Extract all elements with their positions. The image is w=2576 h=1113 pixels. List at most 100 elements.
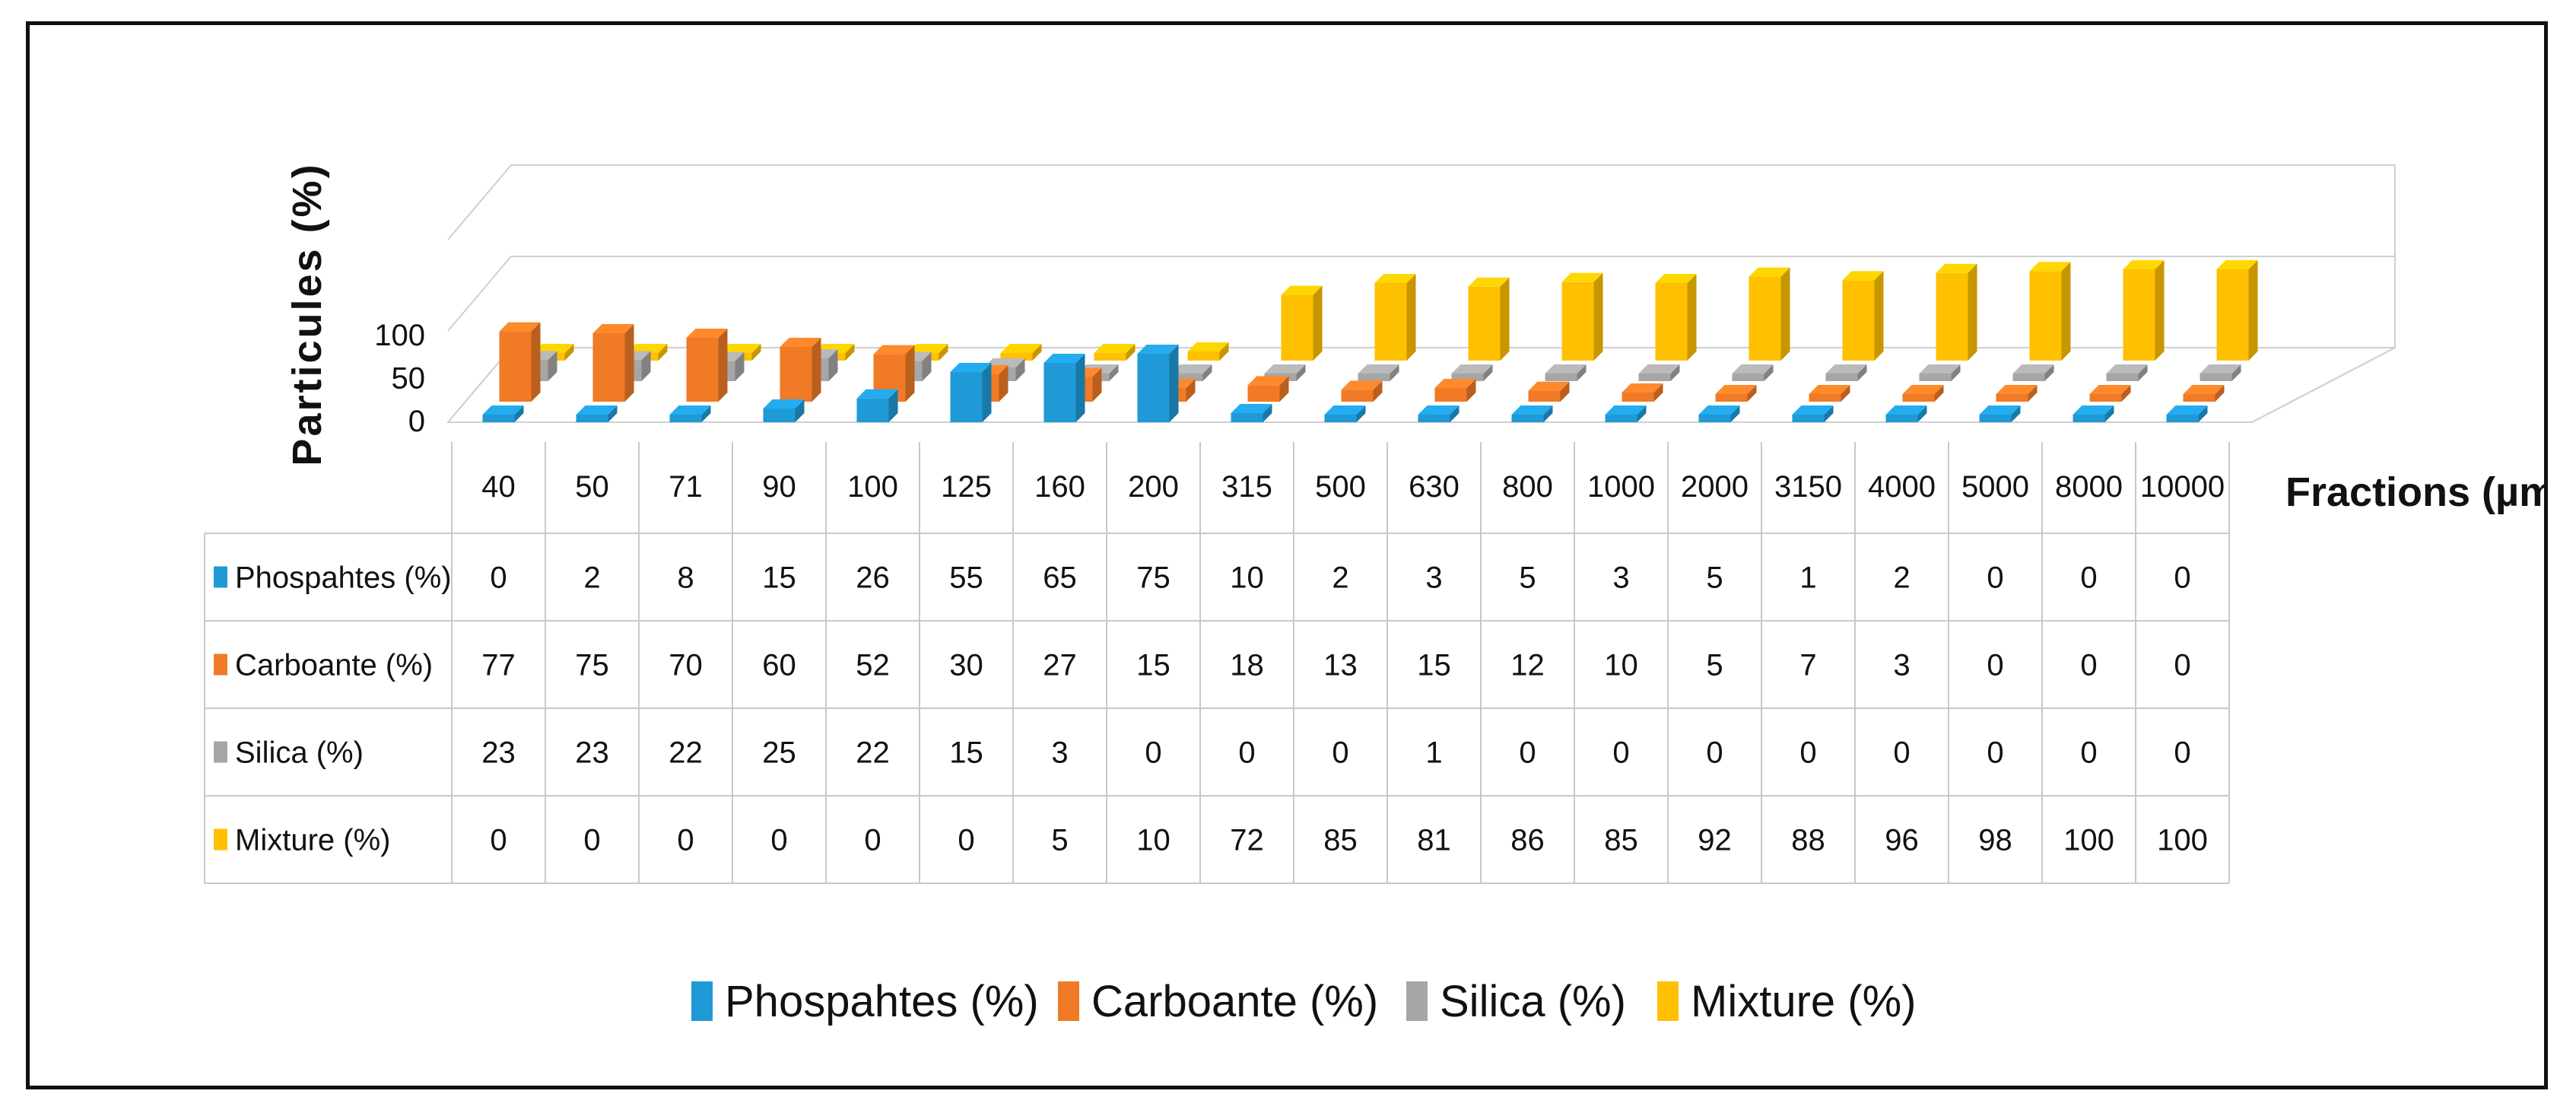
table-cell: 10 — [1136, 824, 1170, 857]
bar-top — [2200, 364, 2241, 374]
bar-side — [1186, 379, 1196, 402]
table-cell: 52 — [856, 649, 890, 682]
bar-side — [982, 363, 992, 422]
bar-top — [1511, 405, 1553, 415]
table-cell: 7 — [1799, 649, 1816, 682]
table-cell: 0 — [490, 824, 507, 857]
table-cell: 0 — [1987, 649, 2003, 682]
x-tick-label: 3150 — [1774, 470, 1842, 504]
bar-mixture — [1749, 267, 1790, 361]
bar-top — [669, 405, 711, 415]
table-cell: 0 — [2080, 561, 2097, 595]
table-cell: 0 — [583, 824, 600, 857]
bar-front — [2123, 269, 2155, 361]
bar-side — [1730, 405, 1740, 422]
bar-top — [2166, 405, 2208, 415]
table-cell: 15 — [1417, 649, 1451, 682]
bar-side — [2155, 260, 2165, 361]
bar-front — [1979, 415, 2012, 422]
bar-top — [1187, 342, 1229, 351]
bar-side — [735, 351, 745, 381]
table-cell: 0 — [1332, 736, 1348, 770]
x-tick-label: 200 — [1128, 470, 1179, 504]
bar-front — [1511, 415, 1544, 422]
table-cell: 0 — [1706, 736, 1723, 770]
bar-carboante — [686, 329, 728, 402]
bar-front — [1324, 415, 1357, 422]
table-cell: 0 — [2174, 649, 2190, 682]
bar-top — [1418, 405, 1460, 415]
bar-top — [1247, 376, 1289, 386]
bar-front — [1698, 415, 1731, 422]
bar-top — [1825, 364, 1867, 374]
table-cell: 86 — [1510, 824, 1545, 857]
floor-edge — [2251, 347, 2396, 423]
bar-side — [1780, 267, 1790, 361]
x-tick-label: 315 — [1221, 470, 1272, 504]
x-tick-label: 71 — [669, 470, 703, 504]
bar-side — [2028, 385, 2038, 402]
bar-top — [626, 344, 668, 353]
bar-front — [1000, 353, 1033, 361]
x-axis-title: Fractions (µm) — [2285, 469, 2544, 515]
table-cell: 10 — [1230, 561, 1264, 595]
bar-side — [1560, 381, 1570, 402]
table-cell: 2 — [1332, 561, 1348, 595]
table-cell: 8 — [677, 561, 694, 595]
bar-top — [1919, 364, 1961, 374]
bar-silica — [1545, 364, 1587, 381]
bar-phospahtes — [1043, 354, 1085, 422]
bar-top — [499, 322, 541, 332]
bar-front — [1842, 280, 1875, 361]
legend-label: Phospahtes (%) — [725, 977, 1039, 1026]
chart-walls — [446, 164, 2396, 423]
x-tick-label: 40 — [481, 470, 516, 504]
table-cell: 15 — [762, 561, 796, 595]
table-cell: 1 — [1799, 561, 1816, 595]
bar-carboante — [1996, 385, 2038, 402]
x-tick-label: 10000 — [2140, 470, 2225, 504]
bar-side — [2011, 405, 2021, 422]
x-tick-label: 1000 — [1587, 470, 1655, 504]
bar-top — [482, 405, 524, 415]
bar-carboante — [592, 324, 634, 402]
bar-phospahtes — [1792, 405, 1834, 422]
table-cell: 3 — [1051, 736, 1068, 770]
table-cell: 0 — [958, 824, 974, 857]
table-cell: 96 — [1885, 824, 1919, 857]
bar-front — [2089, 394, 2122, 402]
table-cell: 22 — [856, 736, 890, 770]
bar-side — [1263, 404, 1272, 422]
bar-side — [624, 324, 634, 402]
table-cell: 5 — [1051, 824, 1068, 857]
bar-front — [1094, 353, 1126, 361]
bar-side — [999, 365, 1008, 402]
bar-top — [1231, 404, 1272, 413]
bar-front — [1638, 374, 1671, 381]
bar-front — [1545, 374, 1577, 381]
table-cell: 23 — [575, 736, 609, 770]
table-cell: 75 — [1136, 561, 1170, 595]
bar-phospahtes — [1511, 405, 1553, 422]
table-cell: 92 — [1698, 824, 1732, 857]
gridline — [447, 256, 2395, 332]
bar-phospahtes — [1137, 345, 1179, 422]
bar-front — [950, 372, 983, 422]
bar-top — [1137, 345, 1179, 354]
bar-side — [1500, 277, 1510, 361]
bar-side — [1109, 364, 1119, 381]
bar-side — [2215, 385, 2225, 402]
table-series-label: Carboante (%) — [235, 649, 433, 682]
bar-top — [2089, 385, 2131, 394]
bar-top — [1468, 277, 1510, 287]
bar-side — [2104, 405, 2114, 422]
bar-front — [1732, 374, 1764, 381]
bar-front — [1749, 276, 1781, 361]
bar-side — [1968, 263, 1977, 361]
bar-top — [1358, 364, 1399, 374]
bar-front — [2073, 415, 2105, 422]
bar-top — [1842, 271, 1884, 281]
x-tick-label: 160 — [1034, 470, 1085, 504]
bar-front — [1919, 374, 1952, 381]
bar-front — [2216, 269, 2249, 361]
